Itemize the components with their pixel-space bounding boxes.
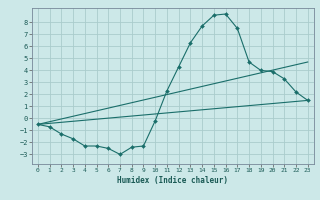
X-axis label: Humidex (Indice chaleur): Humidex (Indice chaleur) bbox=[117, 176, 228, 185]
